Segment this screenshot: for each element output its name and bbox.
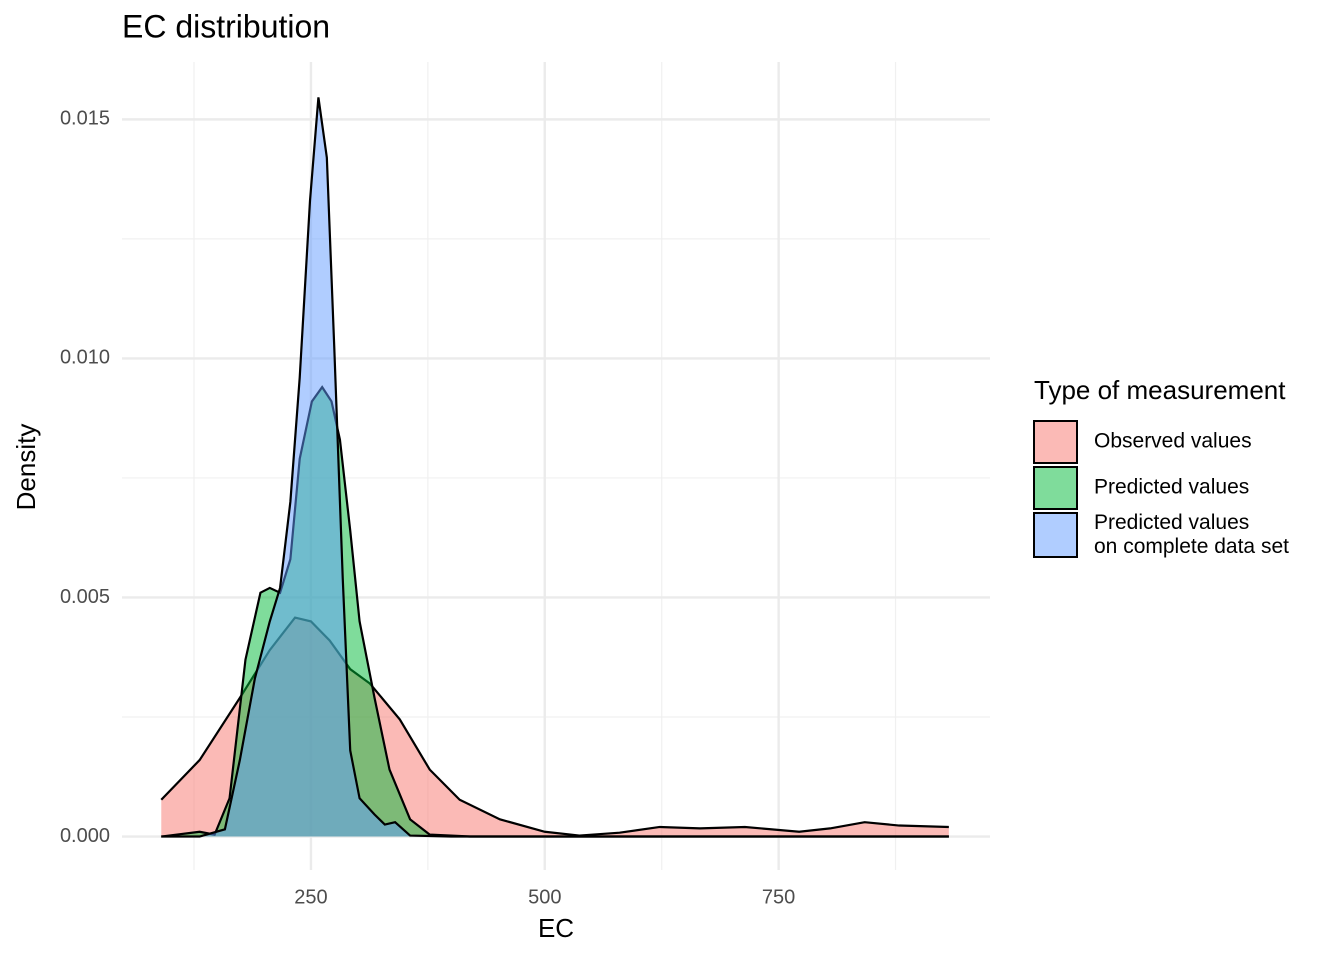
legend-key [1033,512,1078,558]
density-area [161,387,949,837]
axes: 250 500 750 0.000 0.005 0.010 0.015 [60,108,795,909]
density-outline [161,97,949,838]
y-tick-label: 0.005 [60,586,110,608]
y-tick-label: 0.010 [60,347,110,369]
legend: Observed values Predicted values Predicted… [1033,420,1289,558]
legend-label: Predicted values [1094,476,1249,499]
legend-label: Observed values [1094,430,1252,453]
x-tick-label: 750 [762,886,795,908]
legend-title: Type of measurement [1034,375,1286,405]
x-tick-label: 250 [294,886,327,908]
x-axis-title: EC [538,913,574,943]
y-axis-title: Density [11,424,41,511]
legend-key [1033,420,1078,464]
plot-area [160,97,949,838]
legend-label: Predicted values on complete data set [1094,511,1289,558]
x-tick-label: 500 [528,886,561,908]
legend-key [1033,466,1078,510]
y-tick-label: 0.000 [60,825,110,847]
y-tick-label: 0.015 [60,108,110,130]
chart-title: EC distribution [122,8,330,44]
